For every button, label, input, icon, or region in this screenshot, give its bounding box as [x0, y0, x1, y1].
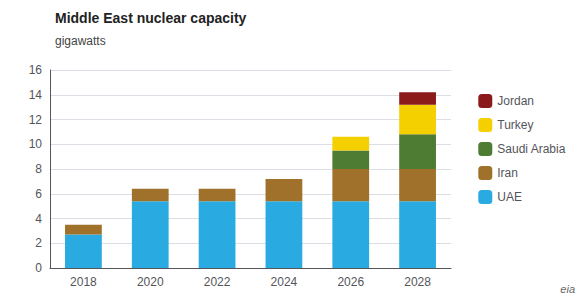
- svg-text:2: 2: [35, 236, 42, 250]
- svg-text:Iran: Iran: [497, 166, 518, 180]
- svg-text:2018: 2018: [70, 275, 97, 289]
- svg-text:2020: 2020: [137, 275, 164, 289]
- svg-text:2026: 2026: [337, 275, 364, 289]
- svg-text:14: 14: [29, 88, 43, 102]
- svg-text:Saudi Arabia: Saudi Arabia: [497, 142, 565, 156]
- svg-text:gigawatts: gigawatts: [55, 34, 106, 48]
- svg-text:16: 16: [29, 63, 43, 77]
- svg-text:6: 6: [35, 187, 42, 201]
- svg-text:8: 8: [35, 162, 42, 176]
- svg-text:UAE: UAE: [497, 190, 522, 204]
- svg-text:12: 12: [29, 113, 43, 127]
- svg-text:0: 0: [35, 261, 42, 275]
- svg-text:Jordan: Jordan: [497, 94, 534, 108]
- svg-text:Middle East nuclear capacity: Middle East nuclear capacity: [55, 10, 247, 26]
- svg-text:2028: 2028: [404, 275, 431, 289]
- svg-text:Turkey: Turkey: [497, 118, 533, 132]
- svg-text:10: 10: [29, 137, 43, 151]
- svg-text:2022: 2022: [204, 275, 231, 289]
- svg-text:4: 4: [35, 212, 42, 226]
- svg-text:2024: 2024: [271, 275, 298, 289]
- svg-text:eia: eia: [560, 283, 575, 295]
